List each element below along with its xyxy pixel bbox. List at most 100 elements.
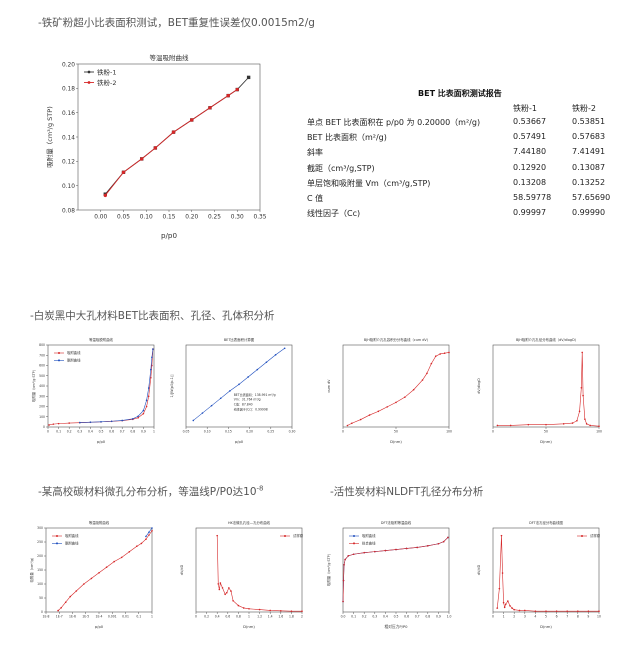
- x-tick-label: 1: [503, 614, 505, 618]
- data-point: [577, 610, 579, 613]
- data-point: [98, 572, 100, 574]
- chart-silica-isotherm: 等温吸脱附曲线 0 0.1 0.2 0.3 0.4 0.5 0.6 0.7 0.8 0.9 1 0 100…: [31, 337, 155, 444]
- data-point: [247, 376, 249, 378]
- chart-title: BJH吸附介孔孔径分布曲线（dV/dlogD): [516, 337, 577, 342]
- y-tick-label: 700: [39, 353, 45, 357]
- report-row-value-1: 0.13208: [513, 177, 547, 187]
- x-tick-label: 0.4: [383, 614, 388, 618]
- x-tick-label: 0: [492, 614, 494, 618]
- chart-title: 等温吸附曲线: [89, 520, 110, 525]
- x-tick-label: 0.2: [204, 614, 209, 618]
- data-point: [344, 558, 346, 561]
- x-tick-label: 0.20: [185, 215, 198, 221]
- legend-marker: [58, 359, 60, 362]
- data-point: [105, 566, 108, 568]
- data-point: [137, 416, 139, 419]
- data-point: [142, 412, 145, 415]
- data-point: [343, 563, 345, 566]
- y-tick-label: 0.12: [62, 160, 75, 166]
- chart-activated-dft-dist: DFT法孔径分布曲线图 0 1 2 3 4 5 6 7 8 9 10 D(nm) dV/dD 试样原: [477, 520, 601, 629]
- legend-label: 吸附曲线: [65, 533, 79, 538]
- data-point: [351, 422, 353, 425]
- x-axis-label: D(nm): [390, 440, 402, 444]
- legend-label: 脱附曲线: [67, 358, 81, 363]
- section-title-carbon-micropore: -某高校碳材料微孔分布分析，等温线P/P0达10-8: [38, 484, 264, 499]
- section-title-activated-carbon: -活性炭材料NLDFT孔径分布分析: [330, 486, 484, 498]
- data-point: [442, 540, 445, 543]
- chart-silica-bet: BET比表面积计算图 0.05 0.10 0.15 0.20 0.25 0.30 p/p0 1/…: [170, 337, 296, 444]
- data-point: [225, 591, 228, 594]
- data-point: [216, 534, 218, 537]
- x-tick-label: 1: [248, 614, 250, 618]
- data-point: [90, 577, 93, 580]
- data-point: [513, 608, 515, 611]
- x-tick-label: 0: [342, 429, 344, 433]
- x-tick-label: 2: [513, 614, 515, 618]
- x-tick-label: 0.1: [351, 614, 356, 618]
- report-row-label: 单点 BET 比表面积在 p/p0 为 0.20000（m²/g): [307, 118, 481, 127]
- x-tick-label: 0.05: [183, 429, 190, 433]
- data-point: [238, 383, 240, 386]
- x-tick-label: 0.25: [208, 215, 221, 221]
- y-axis-label: dV/dlogD: [477, 378, 481, 394]
- x-tick-label: 50: [544, 429, 548, 433]
- x-tick-label: 0.30: [289, 429, 296, 433]
- data-point: [498, 587, 501, 590]
- data-point: [598, 610, 600, 613]
- x-tick-label: 1E-7: [56, 614, 63, 618]
- data-point: [496, 607, 499, 609]
- data-point: [527, 423, 530, 426]
- x-tick-label: 0.4: [215, 614, 220, 618]
- x-tick-label: 0.5: [394, 614, 399, 618]
- data-point: [121, 170, 126, 174]
- data-point: [153, 146, 158, 150]
- x-tick-label: 1E-4: [96, 614, 103, 618]
- x-tick-label: 1.0: [447, 614, 452, 618]
- report-row-value-2: 0.57683: [572, 132, 606, 142]
- data-point: [509, 424, 512, 427]
- data-point: [145, 399, 148, 402]
- data-point: [120, 556, 123, 559]
- data-point: [598, 425, 600, 428]
- x-tick-label: 1E-8: [43, 614, 50, 618]
- data-point: [103, 193, 107, 198]
- data-point: [145, 535, 147, 538]
- data-point: [290, 610, 293, 612]
- data-point: [136, 545, 138, 547]
- data-point: [280, 609, 282, 612]
- data-point: [585, 423, 588, 425]
- x-tick-label: 0.7: [120, 429, 125, 433]
- x-tick-label: 3: [524, 614, 526, 618]
- data-point: [83, 583, 85, 585]
- x-tick-label: 0: [195, 614, 197, 618]
- x-axis-label: D(nm): [243, 625, 255, 629]
- data-point: [562, 423, 565, 425]
- report-row-value-1: 0.12920: [513, 162, 547, 172]
- x-axis-label: D(nm): [540, 625, 552, 629]
- y-tick-label: 0.18: [62, 87, 75, 93]
- legend-marker: [353, 542, 355, 545]
- x-tick-label: 0.2: [362, 614, 367, 618]
- series-line-1: [342, 537, 449, 602]
- data-point: [395, 548, 397, 551]
- data-point: [301, 610, 303, 612]
- annotation-line: C值：87.840: [234, 402, 253, 407]
- plot-frame: [492, 527, 600, 613]
- x-tick-label: 0.2: [67, 429, 72, 433]
- y-tick-label: 0: [41, 610, 43, 614]
- report-row-value-2: 7.41491: [572, 147, 606, 157]
- x-axis-label: p/p0: [235, 440, 244, 444]
- y-tick-label: 800: [39, 343, 45, 347]
- y-axis-label: 吸附量（cm³/g STP): [31, 369, 36, 402]
- data-point: [500, 534, 503, 537]
- data-point: [237, 604, 240, 607]
- y-tick-label: 300: [39, 394, 45, 398]
- x-tick-label: 0.10: [204, 429, 211, 433]
- y-tick-label: 0.20: [62, 62, 75, 68]
- report-title: BET 比表面积测试报告: [418, 89, 502, 98]
- data-point: [142, 409, 145, 412]
- y-tick-label: 200: [37, 554, 43, 558]
- data-point: [140, 157, 144, 161]
- data-point: [110, 420, 113, 423]
- section-title-iron-ore: -铁矿粉超小比表面积测试，BET重复性误差仅0.0015m2/g: [38, 17, 315, 29]
